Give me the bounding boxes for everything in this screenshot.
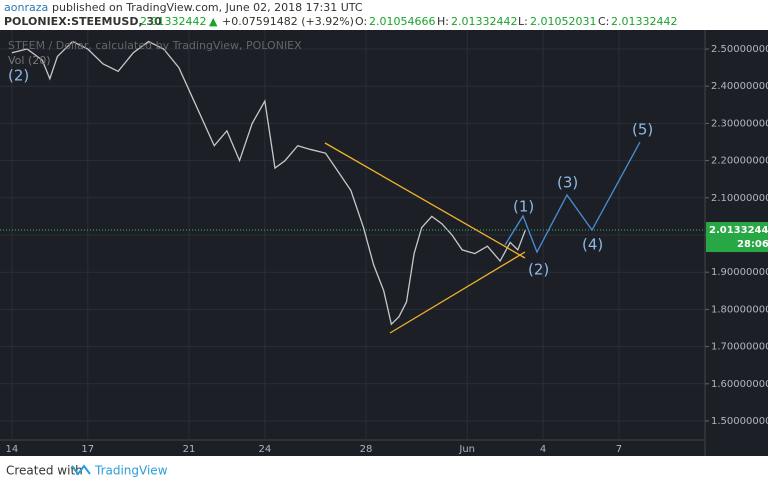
y-tick-label: 1.70000000 <box>711 342 768 353</box>
x-tick-label: 17 <box>81 444 94 455</box>
c-label: C: <box>598 15 609 28</box>
low: 2.01052031 <box>530 15 596 28</box>
wave-projection <box>504 141 641 254</box>
y-tick-label: 1.60000000 <box>711 379 768 390</box>
logo <box>71 464 91 476</box>
brand[interactable]: TradingView <box>94 464 168 478</box>
x-tick-label: 4 <box>540 444 546 455</box>
trend-line <box>389 251 526 334</box>
wave-label: (3) <box>557 174 578 192</box>
price: 2.01332442 <box>140 15 206 28</box>
y-tick-label: 2.10000000 <box>711 193 768 204</box>
x-tick-label: 24 <box>258 444 271 455</box>
wave-label: (2) <box>8 67 29 85</box>
last-price: 2.01332442 <box>709 225 768 236</box>
y-tick-label: 1.80000000 <box>711 304 768 315</box>
l-label: L: <box>518 15 528 28</box>
price-box <box>706 222 768 253</box>
x-tick-label: Jun <box>458 444 475 455</box>
x-tick-label: 7 <box>616 444 622 455</box>
h-label: H: <box>437 15 449 28</box>
y-tick-label: 1.90000000 <box>711 267 768 278</box>
change: +0.07591482 (+3.92%) <box>222 15 354 28</box>
y-tick-label: 2.30000000 <box>711 118 768 129</box>
arrow: ▲ <box>209 15 218 28</box>
x-tick-label: 14 <box>6 444 19 455</box>
x-tick-label: 28 <box>360 444 373 455</box>
x-tick-label: 21 <box>183 444 196 455</box>
y-tick-label: 2.20000000 <box>711 156 768 167</box>
y-tick-label: 2.50000000 <box>711 44 768 55</box>
y-tick-label: 1.50000000 <box>711 416 768 427</box>
wave-label: (5) <box>632 121 653 139</box>
close: 2.01332442 <box>611 15 677 28</box>
y-tick-label: 2.40000000 <box>711 81 768 92</box>
published: published on TradingView.com, June 02, 2… <box>52 1 363 14</box>
indicator: Vol (20) <box>8 54 51 67</box>
wave-label: (1) <box>513 198 534 216</box>
price-line <box>11 40 527 326</box>
wave-label: (2) <box>528 261 549 279</box>
series-name: STEEM / Dollar, calculated by TradingVie… <box>8 39 302 52</box>
trend-line <box>324 142 526 259</box>
countdown: 28:06 <box>737 239 768 250</box>
open: 2.01054666 <box>369 15 435 28</box>
author[interactable]: aonraza <box>4 1 48 14</box>
high: 2.01332442 <box>451 15 517 28</box>
symbol: POLONIEX:STEEMUSD, 30 <box>4 15 162 28</box>
wave-label: (4) <box>582 236 603 254</box>
o-label: O: <box>355 15 367 28</box>
created-with: Created with <box>6 464 83 478</box>
